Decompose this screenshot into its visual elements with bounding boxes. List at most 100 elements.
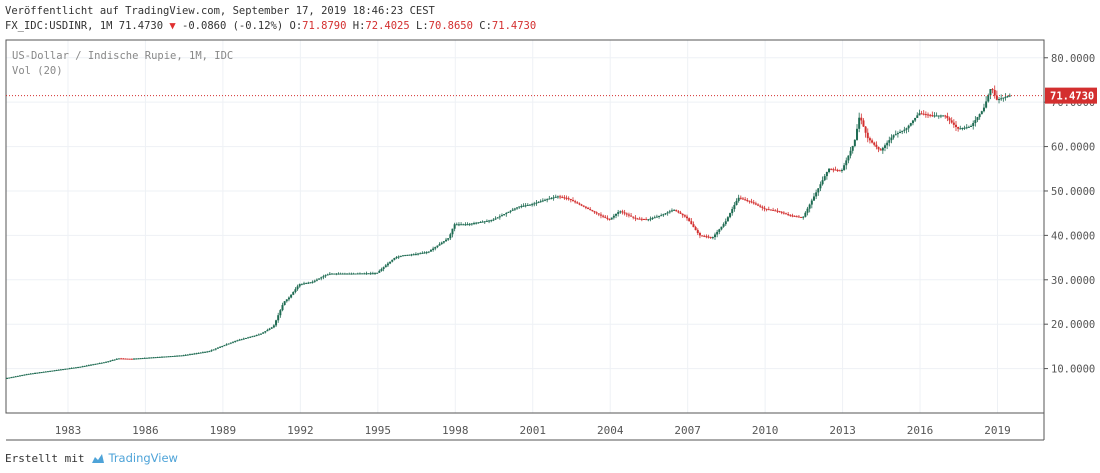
candle-body xyxy=(152,357,155,359)
candle-body xyxy=(528,204,531,206)
candle-body xyxy=(473,223,476,225)
candle-body xyxy=(587,207,590,209)
candle-body xyxy=(806,208,809,213)
candle-body xyxy=(25,374,28,376)
candle-body xyxy=(627,214,630,216)
tradingview-brand: TradingView xyxy=(108,451,178,465)
candle-body xyxy=(8,377,11,379)
candle-body xyxy=(154,357,157,359)
candle-body xyxy=(490,220,493,222)
candle-body xyxy=(948,118,951,121)
candle-body xyxy=(1000,98,1003,100)
candle-body xyxy=(546,199,549,201)
candle-body xyxy=(92,364,95,366)
candle-body xyxy=(571,200,574,202)
candle-body xyxy=(145,357,148,359)
candle-body xyxy=(840,170,843,172)
candle-body xyxy=(726,217,729,222)
candle-body xyxy=(802,216,805,218)
candle-body xyxy=(468,223,471,225)
legend-instrument: US-Dollar / Indische Rupie, 1M, IDC xyxy=(12,50,233,62)
candle-body xyxy=(787,214,790,216)
candle-body xyxy=(621,211,624,213)
candle-body xyxy=(810,200,813,205)
y-tick-label: 40.0000 xyxy=(1051,230,1095,242)
candle-body xyxy=(374,273,377,275)
candle-body xyxy=(341,273,344,275)
candle-body xyxy=(350,273,353,275)
candle-body xyxy=(1004,96,1007,98)
candle-body xyxy=(440,242,443,245)
candle-body xyxy=(346,273,349,275)
candle-body xyxy=(384,265,387,268)
candle-body xyxy=(449,234,452,239)
candle-body xyxy=(442,241,445,243)
candle-body xyxy=(361,273,364,275)
down-arrow-icon: ▼ xyxy=(169,20,176,32)
open-label: O: xyxy=(289,20,303,32)
x-tick-label: 2004 xyxy=(597,424,624,437)
candle-body xyxy=(937,115,940,117)
candle-body xyxy=(569,198,572,201)
candle-body xyxy=(752,202,755,204)
candle-body xyxy=(918,113,921,116)
candle-body xyxy=(180,355,183,357)
candle-body xyxy=(890,137,893,141)
legend-volume: Vol (20) xyxy=(12,65,63,77)
candle-body xyxy=(513,208,516,210)
candle-body xyxy=(541,200,544,202)
candle-body xyxy=(309,282,312,284)
candle-body xyxy=(767,209,770,211)
candle-body xyxy=(380,269,383,271)
candle-body xyxy=(664,213,667,215)
candle-body xyxy=(64,368,67,370)
candle-body xyxy=(77,367,80,369)
candle-body xyxy=(455,224,458,226)
change-value: -0.0860 (-0.12%) xyxy=(182,20,284,32)
candle-body xyxy=(339,273,342,275)
candle-body xyxy=(109,360,112,362)
candle-body xyxy=(406,254,409,256)
candle-body xyxy=(612,215,615,218)
candle-body xyxy=(214,348,217,350)
candle-body xyxy=(68,368,71,370)
candle-body xyxy=(658,215,661,217)
candle-body xyxy=(249,336,252,338)
candle-body xyxy=(567,198,570,200)
candle-body xyxy=(537,201,540,203)
candle-body xyxy=(111,360,114,362)
candle-body xyxy=(696,230,699,234)
candle-body xyxy=(414,253,417,255)
candle-body xyxy=(701,235,704,237)
candle-body xyxy=(759,205,762,207)
candle-body xyxy=(94,363,97,365)
candle-body xyxy=(892,135,895,138)
candle-body xyxy=(1002,97,1005,99)
candle-body xyxy=(320,277,323,279)
candle-body xyxy=(120,358,123,360)
candle-body xyxy=(470,223,473,225)
candle-body xyxy=(326,274,329,276)
tradingview-logo[interactable]: TradingView xyxy=(89,451,178,465)
candle-body xyxy=(757,204,760,206)
candle-body xyxy=(264,331,267,333)
candle-body xyxy=(516,207,519,209)
candle-body xyxy=(313,280,316,282)
candle-body xyxy=(29,373,32,375)
candle-body xyxy=(769,209,772,211)
candle-body xyxy=(686,216,689,219)
candle-body xyxy=(625,213,628,215)
candle-body xyxy=(292,291,295,295)
candle-body xyxy=(113,359,116,361)
candle-body xyxy=(785,213,788,215)
candle-body xyxy=(115,358,118,360)
candle-body xyxy=(404,255,407,257)
candle-body xyxy=(36,372,39,374)
candle-body xyxy=(322,276,325,278)
candle-body xyxy=(410,254,413,256)
high-label: H: xyxy=(352,20,366,32)
candle-body xyxy=(709,236,712,238)
candle-body xyxy=(677,211,680,213)
candle-body xyxy=(311,281,314,283)
